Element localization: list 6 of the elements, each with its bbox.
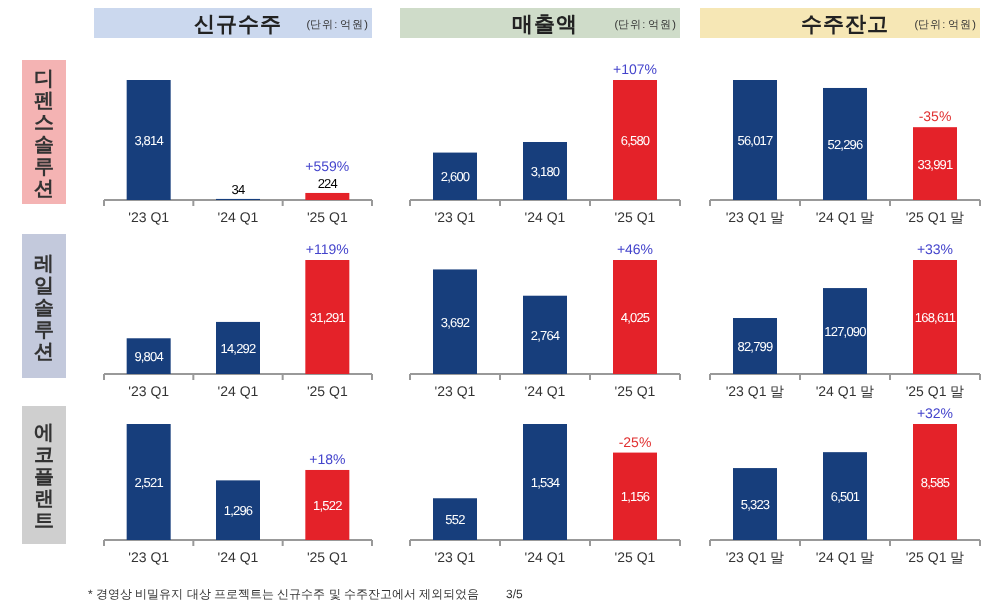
y-axis-title: 레일솔루션 bbox=[34, 254, 54, 364]
y-axis-title: 에코플랜트 bbox=[34, 423, 54, 533]
chart-title: 신규수주 bbox=[194, 13, 282, 37]
chart-title: 매출액 bbox=[512, 13, 578, 37]
y-axis-title: 디펜스솔루션 bbox=[34, 69, 54, 201]
chart-title: 수주잔고 bbox=[801, 13, 889, 37]
